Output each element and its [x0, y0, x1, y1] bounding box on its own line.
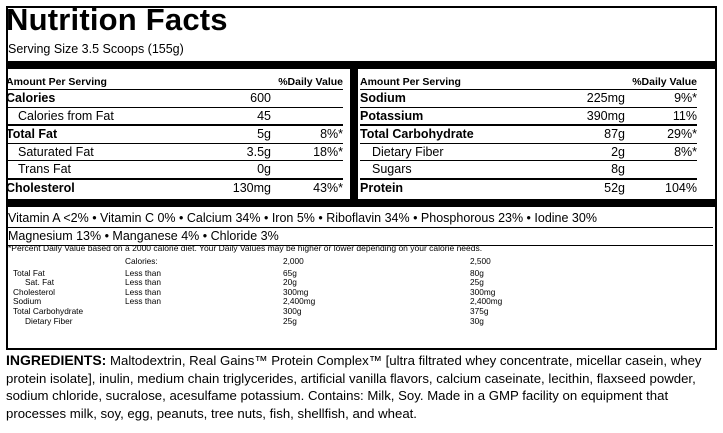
nutrient-amount: 8g: [611, 162, 625, 177]
column-separator: [350, 67, 358, 201]
ingredients-text: Maltodextrin, Real Gains™ Protein Comple…: [6, 353, 702, 421]
dv-row-qualifier: Less than: [125, 277, 161, 288]
nutrient-amount: 5g: [257, 127, 271, 142]
nutrient-name: Protein: [360, 180, 404, 195]
dv-row-2000: 25g: [283, 315, 297, 326]
nutrient-row: Cholesterol 130mg 43%*: [6, 180, 343, 197]
nutrient-name: Sugars: [372, 162, 412, 177]
nutrient-name: Total Fat: [6, 127, 58, 142]
nutrient-name: Dietary Fiber: [372, 144, 444, 159]
nutrient-name: Total Carbohydrate: [360, 127, 474, 142]
nutrient-amount: 2g: [611, 144, 625, 159]
nutrient-amount: 225mg: [586, 91, 625, 105]
dv-row-qualifier: Less than: [125, 267, 161, 278]
nutrient-daily-value: 43%*: [313, 180, 343, 195]
dv-row-2500: 375g: [470, 306, 489, 316]
nutrient-amount: 390mg: [586, 108, 625, 123]
nutrient-amount: 87g: [604, 127, 625, 142]
dv-row-2500: 2,400mg: [470, 296, 503, 307]
dv-row-2000: 2,400mg: [283, 296, 316, 307]
nutrient-row: Protein 52g 104%: [360, 180, 697, 197]
nutrient-amount: 52g: [604, 180, 625, 195]
nutrient-daily-value: 8%*: [674, 144, 697, 159]
nutrient-name: Calories: [6, 91, 56, 105]
ingredients: INGREDIENTS: Maltodextrin, Real Gains™ P…: [6, 352, 717, 422]
nutrient-daily-value: 18%*: [313, 144, 343, 159]
nutrient-name: Sodium: [360, 91, 406, 105]
dv-row-2000: 300mg: [283, 286, 309, 297]
left-column: Amount Per Serving %Daily Value Calories…: [6, 75, 343, 197]
dv-row-2500: 25g: [470, 277, 484, 288]
dv-row-qualifier: Less than: [125, 296, 161, 307]
nutrient-name: Potassium: [360, 108, 424, 123]
nutrient-row: Potassium 390mg 11%: [360, 108, 697, 127]
label-title: Nutrition Facts: [6, 2, 228, 37]
footnote: *Percent Daily Value based on a 2000 cal…: [8, 243, 483, 253]
dv-row-2500: 300mg: [470, 286, 496, 297]
nutrient-daily-value: 9%*: [674, 91, 697, 105]
dv-row-name: Cholesterol: [13, 286, 55, 297]
nutrient-name: Saturated Fat: [18, 144, 94, 159]
nutrient-row: Dietary Fiber 2g 8%*: [360, 144, 697, 162]
nutrient-row: Sodium 225mg 9%*: [360, 90, 697, 108]
dv-row-name: Dietary Fiber: [25, 315, 73, 326]
dv-col-2000: 2,000: [283, 256, 304, 266]
dv-row-name: Sodium: [13, 296, 42, 307]
dv-row-name: Total Carbohydrate: [13, 306, 84, 316]
nutrient-row: Calories from Fat 45: [6, 108, 343, 127]
nutrient-amount: 130mg: [232, 180, 271, 195]
nutrient-row: Saturated Fat 3.5g 18%*: [6, 144, 343, 162]
vitamins-section: Vitamin A <2% • Vitamin C 0% • Calcium 3…: [8, 210, 713, 246]
dv-row-2500: 30g: [470, 315, 484, 326]
thick-divider-mid: [6, 199, 717, 207]
nutrient-amount: 3.5g: [246, 144, 271, 159]
nutrient-daily-value: 29%*: [667, 127, 697, 142]
nutrient-name: Calories from Fat: [18, 108, 114, 123]
nutrient-row: Sugars 8g: [360, 161, 697, 180]
serving-size: Serving Size 3.5 Scoops (155g): [8, 42, 184, 56]
nutrient-amount: 600: [250, 91, 271, 105]
dv-row-name: Sat. Fat: [25, 277, 55, 288]
nutrient-daily-value: 8%*: [320, 127, 343, 142]
nutrient-daily-value: 104%: [665, 180, 697, 195]
left-header: Amount Per Serving %Daily Value: [6, 76, 343, 90]
vitamins-line-1: Vitamin A <2% • Vitamin C 0% • Calcium 3…: [8, 210, 713, 228]
nutrient-amount: 45: [257, 108, 271, 123]
nutrient-name: Cholesterol: [6, 180, 75, 195]
dv-col-2500: 2,500: [470, 256, 491, 266]
nutrient-row: Total Carbohydrate 87g 29%*: [360, 126, 697, 144]
dv-row-2000: 65g: [283, 267, 297, 278]
dv-row-2000: 300g: [283, 306, 302, 316]
ingredients-heading: INGREDIENTS:: [6, 352, 107, 368]
right-column: Amount Per Serving %Daily Value Sodium 22…: [360, 75, 697, 197]
right-header: Amount Per Serving %Daily Value: [360, 76, 697, 90]
nutrient-amount: 0g: [257, 162, 271, 177]
dv-row-name: Total Fat: [13, 267, 45, 278]
dv-row-qualifier: Less than: [125, 286, 161, 297]
nutrient-row: Trans Fat 0g: [6, 161, 343, 180]
nutrient-name: Trans Fat: [18, 162, 72, 177]
nutrient-row: Total Fat 5g 8%*: [6, 126, 343, 144]
nutrient-row: Calories 600: [6, 90, 343, 108]
dv-row-2500: 80g: [470, 267, 484, 278]
nutrient-daily-value: 11%: [672, 108, 697, 123]
dv-calories-label: Calories:: [125, 256, 158, 266]
dv-row-2000: 20g: [283, 277, 297, 288]
vitamins-line-2: Magnesium 13% • Manganese 4% • Chloride …: [8, 228, 713, 246]
thick-divider-top: [6, 61, 717, 69]
